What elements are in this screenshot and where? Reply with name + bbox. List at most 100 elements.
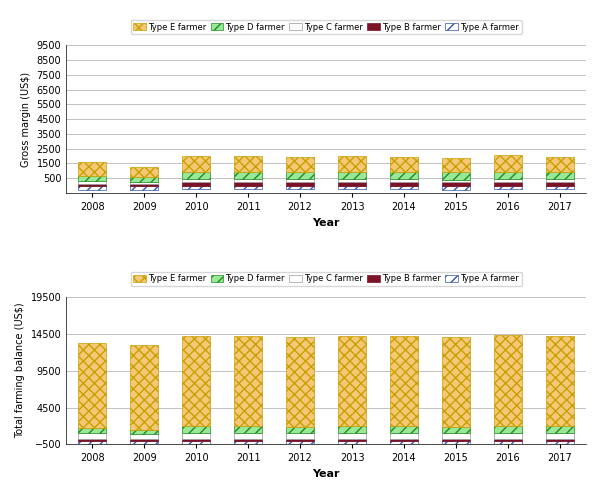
Bar bbox=[338, 439, 367, 441]
Bar bbox=[390, 439, 418, 441]
Bar bbox=[286, 441, 314, 452]
Bar bbox=[546, 336, 575, 426]
Bar bbox=[130, 186, 159, 191]
Bar bbox=[494, 426, 522, 433]
Bar bbox=[78, 433, 106, 439]
Bar bbox=[390, 186, 418, 189]
Bar bbox=[286, 157, 314, 172]
Bar bbox=[182, 186, 210, 189]
Bar bbox=[182, 336, 210, 426]
Bar bbox=[442, 427, 471, 433]
Bar bbox=[442, 186, 471, 190]
Bar bbox=[234, 157, 263, 172]
Bar bbox=[78, 428, 106, 433]
Bar bbox=[546, 186, 575, 189]
Bar bbox=[130, 345, 159, 430]
Bar bbox=[494, 179, 522, 182]
Bar bbox=[338, 336, 367, 426]
X-axis label: Year: Year bbox=[313, 217, 340, 228]
Y-axis label: Total farming balance (US$): Total farming balance (US$) bbox=[15, 303, 25, 439]
Bar bbox=[338, 441, 367, 452]
Bar bbox=[286, 182, 314, 186]
Bar bbox=[494, 182, 522, 186]
Bar bbox=[338, 179, 367, 182]
Bar bbox=[182, 179, 210, 182]
Bar bbox=[182, 441, 210, 452]
Bar bbox=[442, 182, 471, 186]
Bar bbox=[390, 336, 418, 426]
Bar bbox=[234, 433, 263, 439]
Bar bbox=[390, 426, 418, 433]
Bar bbox=[494, 186, 522, 189]
Bar bbox=[442, 441, 471, 452]
Bar bbox=[182, 172, 210, 179]
Bar bbox=[546, 157, 575, 172]
Bar bbox=[494, 156, 522, 172]
Bar bbox=[442, 337, 471, 427]
Bar bbox=[546, 182, 575, 186]
Bar bbox=[390, 182, 418, 186]
Bar bbox=[286, 427, 314, 433]
Bar bbox=[182, 433, 210, 439]
Bar bbox=[338, 433, 367, 439]
Bar bbox=[338, 426, 367, 433]
Bar bbox=[130, 167, 159, 177]
Bar bbox=[338, 157, 367, 172]
Bar bbox=[546, 441, 575, 452]
Bar bbox=[130, 182, 159, 184]
Bar bbox=[338, 186, 367, 189]
Bar bbox=[182, 426, 210, 433]
Bar bbox=[130, 439, 159, 441]
Bar bbox=[234, 179, 263, 182]
Bar bbox=[234, 441, 263, 452]
Bar bbox=[78, 175, 106, 181]
Bar bbox=[234, 336, 263, 426]
Bar bbox=[286, 172, 314, 179]
Bar bbox=[130, 434, 159, 439]
Bar bbox=[78, 181, 106, 184]
Bar bbox=[130, 177, 159, 182]
Bar bbox=[286, 433, 314, 439]
Bar bbox=[286, 337, 314, 427]
Bar bbox=[494, 441, 522, 452]
Bar bbox=[78, 186, 106, 190]
Bar bbox=[130, 184, 159, 186]
Bar bbox=[78, 343, 106, 428]
Bar bbox=[182, 439, 210, 441]
Bar bbox=[78, 163, 106, 175]
Bar bbox=[494, 433, 522, 439]
Bar bbox=[494, 172, 522, 179]
Bar bbox=[390, 433, 418, 439]
Bar bbox=[442, 433, 471, 439]
Bar bbox=[286, 186, 314, 189]
Bar bbox=[78, 184, 106, 186]
Bar bbox=[182, 157, 210, 172]
Bar bbox=[442, 172, 471, 179]
Bar bbox=[546, 433, 575, 439]
Bar bbox=[78, 441, 106, 452]
Bar bbox=[546, 172, 575, 179]
Bar bbox=[546, 439, 575, 441]
Legend: Type E farmer, Type D farmer, Type C farmer, Type B farmer, Type A farmer: Type E farmer, Type D farmer, Type C far… bbox=[130, 272, 522, 286]
Bar bbox=[78, 439, 106, 441]
Legend: Type E farmer, Type D farmer, Type C farmer, Type B farmer, Type A farmer: Type E farmer, Type D farmer, Type C far… bbox=[130, 20, 522, 34]
Bar bbox=[390, 157, 418, 172]
Bar bbox=[234, 172, 263, 179]
Bar bbox=[494, 335, 522, 426]
Bar bbox=[234, 439, 263, 441]
Bar bbox=[234, 186, 263, 189]
Bar bbox=[442, 158, 471, 172]
Bar bbox=[182, 182, 210, 186]
Bar bbox=[286, 439, 314, 441]
Bar bbox=[390, 172, 418, 179]
Bar bbox=[546, 426, 575, 433]
Bar bbox=[390, 441, 418, 452]
Y-axis label: Gross margin (US$): Gross margin (US$) bbox=[21, 72, 31, 167]
Bar bbox=[546, 179, 575, 182]
Bar bbox=[442, 439, 471, 441]
Bar bbox=[442, 179, 471, 182]
Bar bbox=[286, 179, 314, 182]
Bar bbox=[338, 172, 367, 179]
Bar bbox=[130, 430, 159, 434]
Bar bbox=[338, 182, 367, 186]
